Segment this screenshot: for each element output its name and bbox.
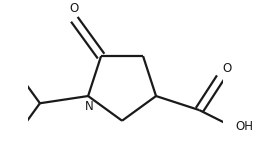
- Text: OH: OH: [236, 120, 254, 133]
- Text: O: O: [70, 2, 79, 15]
- Text: O: O: [222, 62, 231, 75]
- Text: N: N: [85, 100, 93, 113]
